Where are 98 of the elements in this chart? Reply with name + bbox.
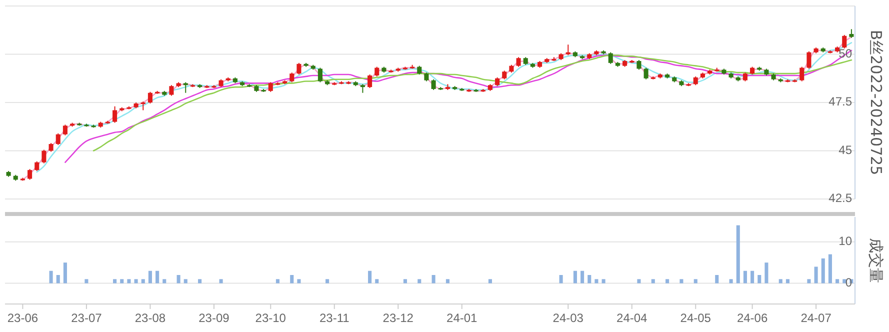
x-tick-label: 24-01 <box>446 311 478 325</box>
bar <box>120 279 124 284</box>
bar <box>127 279 131 284</box>
bar <box>198 279 202 284</box>
candlestick <box>644 67 648 80</box>
y-tick-label: 47.5 <box>828 94 852 109</box>
candlestick <box>636 60 642 70</box>
bar <box>743 270 747 284</box>
candlestick <box>566 44 570 56</box>
line-series <box>64 50 852 163</box>
bar <box>56 275 60 284</box>
candlestick <box>806 50 812 70</box>
x-tick-label: 24-04 <box>616 311 648 325</box>
bar <box>842 279 846 284</box>
y-axis-title: B丝2022-20240725 <box>866 30 885 176</box>
bar <box>134 279 138 284</box>
bar <box>778 279 782 284</box>
bar <box>219 279 223 284</box>
candlestick <box>842 34 847 49</box>
bar <box>403 279 407 284</box>
bar <box>758 275 762 284</box>
x-tick-label: 23-12 <box>382 311 414 325</box>
y-tick-label: 0 <box>845 275 852 290</box>
candlestick <box>112 106 118 124</box>
candlestick <box>290 72 294 83</box>
candlestick <box>318 67 322 83</box>
bar <box>594 279 598 284</box>
x-tick-label: 23-11 <box>319 311 350 325</box>
candlestick <box>431 78 436 90</box>
bar <box>156 270 160 284</box>
x-tick-label: 23-06 <box>7 311 38 325</box>
candlestick <box>148 91 152 104</box>
bar <box>715 275 719 284</box>
bar <box>573 270 577 284</box>
candlestick <box>374 66 380 77</box>
bar <box>588 275 592 284</box>
bar <box>736 225 740 284</box>
candlestick <box>800 66 804 82</box>
x-tick-label: 24-07 <box>800 311 832 325</box>
bar <box>84 279 88 284</box>
x-tick-label: 24-06 <box>736 311 768 325</box>
bar <box>290 275 294 284</box>
bar <box>814 266 818 284</box>
candlestick <box>368 74 372 89</box>
candlestick <box>169 84 174 96</box>
bar <box>297 279 301 284</box>
bar <box>326 279 330 284</box>
candlestick <box>516 56 521 68</box>
bar <box>666 279 670 284</box>
bar <box>276 279 280 284</box>
bar <box>729 279 733 284</box>
candlestick <box>296 62 302 76</box>
bar <box>786 279 790 284</box>
y-tick-label: 10 <box>838 234 852 248</box>
candlestick <box>608 52 613 64</box>
bar <box>375 279 379 284</box>
bar <box>488 279 492 284</box>
y-axis-title: 成交量 <box>866 238 885 283</box>
bar <box>418 279 422 284</box>
bar <box>162 279 166 284</box>
bar <box>680 279 684 284</box>
bar <box>368 270 372 284</box>
bar <box>750 270 754 284</box>
bar <box>148 270 152 284</box>
x-tick-label: 23-10 <box>255 311 286 325</box>
bar <box>637 279 641 284</box>
x-tick-label: 23-09 <box>198 311 230 325</box>
bar <box>694 279 698 284</box>
candlestick <box>42 149 46 164</box>
y-tick-label: 45 <box>838 142 852 157</box>
candlestick <box>56 132 60 146</box>
bar <box>446 279 450 284</box>
candlestick <box>28 168 32 180</box>
bar <box>49 270 53 284</box>
bar <box>836 279 840 284</box>
bar <box>828 254 832 284</box>
bar <box>764 262 768 284</box>
candlestick <box>268 82 273 92</box>
bar <box>176 275 180 284</box>
bar <box>807 279 811 284</box>
bar <box>432 275 436 284</box>
candlestick <box>34 160 40 172</box>
bar <box>580 270 584 284</box>
bar <box>184 279 188 284</box>
x-tick-label: 23-08 <box>134 311 166 325</box>
bar <box>113 279 117 284</box>
bar <box>602 279 606 284</box>
bar <box>141 279 145 284</box>
candlestick <box>183 82 188 94</box>
bar <box>559 275 563 284</box>
bar <box>821 258 825 284</box>
x-tick-label: 24-05 <box>680 311 712 325</box>
x-tick-label: 24-03 <box>552 311 584 325</box>
y-tick-label: 42.5 <box>828 191 852 206</box>
candlestick <box>62 124 68 136</box>
bar <box>651 279 655 284</box>
x-tick-label: 23-07 <box>71 311 102 325</box>
bar <box>63 262 67 284</box>
